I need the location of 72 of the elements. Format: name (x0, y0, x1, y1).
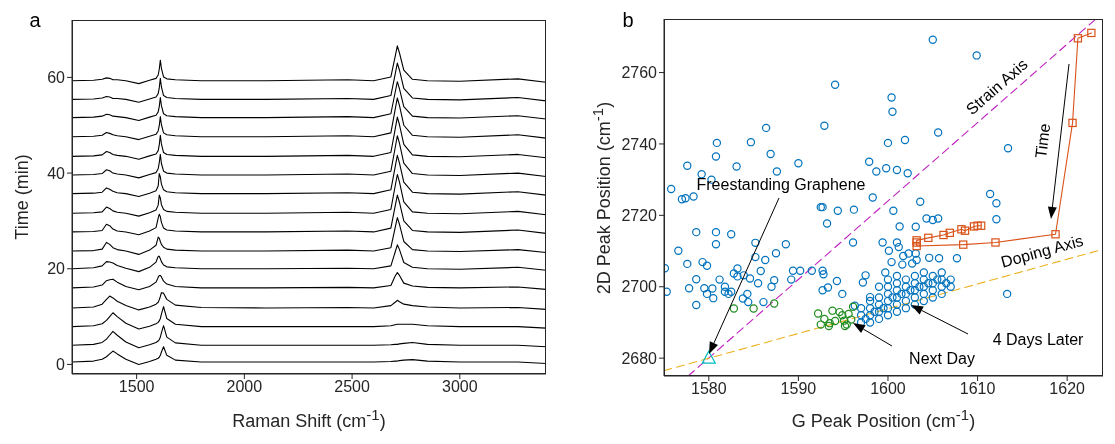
line-series (72, 154, 546, 198)
line-series (72, 194, 546, 236)
line-series (72, 135, 546, 179)
text: a (29, 9, 42, 32)
annotation: 4 Days Later (992, 331, 1085, 349)
y-tick-label: 2700 (621, 278, 658, 296)
line-series (72, 45, 546, 85)
x-tick-label: 1600 (870, 380, 906, 398)
point (828, 306, 837, 315)
point (1087, 28, 1096, 38)
line-series (72, 306, 546, 330)
point (939, 230, 948, 240)
point (830, 316, 840, 326)
y-tick-label: 20 (47, 260, 66, 278)
x-tick-label: 1590 (780, 380, 817, 398)
line-series (72, 217, 546, 255)
point (945, 228, 954, 238)
y-tick-label: 60 (47, 69, 66, 87)
line-series (72, 62, 546, 103)
point (729, 304, 739, 313)
y-tick-label: 2760 (621, 64, 658, 82)
point (847, 315, 856, 324)
point (957, 225, 966, 234)
point (816, 320, 825, 329)
point (976, 221, 986, 230)
point (839, 316, 849, 325)
line-series (72, 97, 546, 141)
point (835, 307, 844, 317)
y-axis-title: Time (min) (11, 154, 33, 240)
y-tick-label: 2720 (621, 207, 658, 225)
point (820, 314, 829, 324)
line-series (72, 244, 546, 273)
y-tick-label: 2680 (621, 349, 658, 367)
line-series (72, 325, 546, 349)
point (844, 309, 853, 319)
point (924, 233, 933, 243)
annotation: Next Day (909, 350, 975, 368)
line-series (72, 346, 546, 365)
line-series (72, 292, 546, 311)
y-tick-label: 40 (47, 164, 66, 182)
y-tick-label: 2740 (621, 135, 658, 153)
x-tick-label: 3000 (442, 378, 478, 396)
point (1068, 118, 1077, 128)
point (912, 241, 921, 251)
point (701, 350, 716, 364)
x-tick-label: 1610 (959, 380, 996, 398)
point (960, 226, 970, 235)
point (770, 299, 779, 308)
y-tick-label: 0 (56, 356, 66, 374)
text: Doping Axis (999, 231, 1086, 271)
point (973, 221, 982, 230)
line-series (72, 116, 546, 160)
point (969, 222, 979, 231)
point (813, 309, 823, 318)
point (838, 311, 847, 320)
x-tick-label: 2500 (334, 378, 370, 396)
x-tick-label: 2000 (226, 378, 263, 396)
x-tick-label: 1580 (691, 380, 727, 398)
point (959, 240, 968, 249)
point (991, 238, 1000, 247)
text: b (622, 9, 634, 32)
line-series (72, 81, 546, 122)
line-series (72, 272, 546, 291)
line-series (72, 173, 546, 217)
x-axis-title: Raman Shift (cm$^{-1}$) (232, 406, 386, 432)
x-tick-label: 1620 (1049, 380, 1086, 398)
annotation: Time (1032, 122, 1054, 160)
annotation: Freestanding Graphene (696, 176, 866, 194)
x-tick-label: 1500 (118, 378, 155, 396)
point (749, 304, 758, 313)
x-axis-title: G Peak Position (cm$^{-1}$) (791, 406, 976, 432)
point (1073, 34, 1083, 43)
